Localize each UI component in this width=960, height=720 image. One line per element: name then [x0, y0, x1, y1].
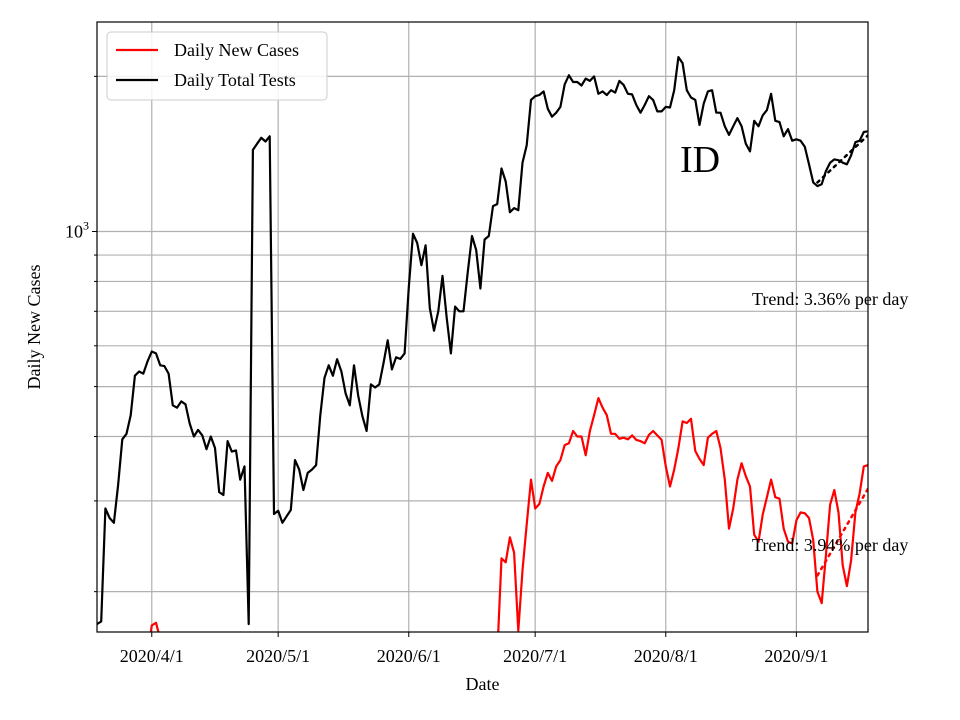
legend-label-daily-new-cases: Daily New Cases — [174, 40, 299, 60]
axes-frame — [96, 21, 869, 633]
daily-new-cases-trend-label: Trend: 3.94% per day — [752, 535, 908, 555]
x-tick-label: 2020/6/1 — [377, 646, 441, 666]
daily-total-tests-line — [97, 55, 868, 626]
x-tick-label: 2020/7/1 — [503, 646, 567, 666]
axis-ticks: 2020/4/1 2020/5/1 2020/6/1 2020/7/1 2020/8/1… — [65, 75, 828, 666]
daily-total-tests-trend-label: Trend: 3.36% per day — [752, 289, 908, 309]
legend-box — [106, 31, 328, 101]
x-tick-label: 2020/8/1 — [634, 646, 698, 666]
state-annotation: ID — [680, 139, 720, 181]
legend-label-daily-total-tests: Daily Total Tests — [174, 70, 296, 90]
daily-new-cases-line — [149, 621, 160, 632]
x-tick-label: 2020/9/1 — [764, 646, 828, 666]
x-axis-label: Date — [466, 674, 500, 694]
plot-area — [97, 55, 868, 632]
daily-new-cases-trend-line — [816, 486, 868, 577]
y-axis-label: Daily New Cases — [24, 265, 44, 390]
x-tick-label: 2020/4/1 — [120, 646, 184, 666]
daily-new-cases-line — [497, 397, 868, 632]
daily-total-tests-trend-line — [816, 133, 868, 184]
x-tick-label: 2020/5/1 — [246, 646, 310, 666]
legend: Daily New Cases Daily Total Tests — [106, 31, 328, 101]
